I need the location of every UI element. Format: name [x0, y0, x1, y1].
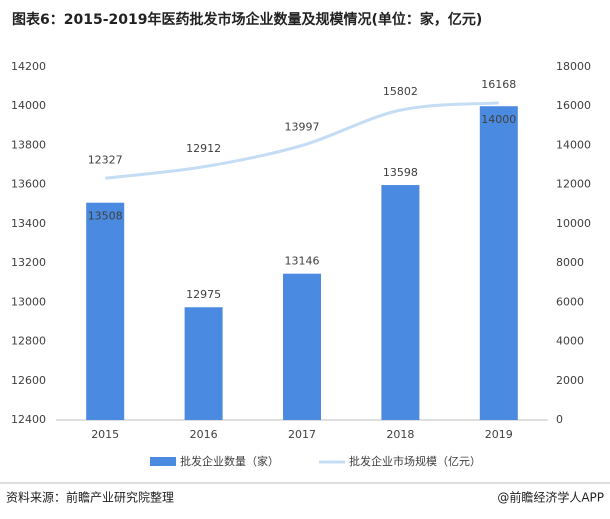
legend-label: 批发企业市场规模（亿元） [349, 454, 481, 468]
line [105, 101, 499, 180]
y-tick-label: 13800 [11, 138, 46, 151]
bar-value-label: 13146 [285, 255, 320, 268]
y2-tick-label: 2000 [556, 374, 584, 387]
bar [381, 185, 420, 420]
bar-value-label: 14000 [481, 113, 516, 126]
bar [184, 307, 223, 420]
x-tick-label: 2016 [190, 428, 218, 441]
bar [479, 106, 518, 420]
bar-value-label: 12975 [186, 288, 221, 301]
y-tick-label: 12600 [11, 374, 46, 387]
bar-value-label: 13598 [383, 166, 418, 179]
y2-tick-label: 6000 [556, 295, 584, 308]
y-tick-label: 12400 [11, 413, 46, 426]
legend-label: 批发企业数量（家） [180, 454, 279, 468]
x-tick-label: 2017 [288, 428, 316, 441]
y2-tick-label: 16000 [556, 99, 591, 112]
line-value-label: 12327 [88, 153, 123, 166]
y2-tick-label: 8000 [556, 256, 584, 269]
brand: @前瞻经济学人APP [497, 490, 604, 505]
line-value-label: 13997 [285, 121, 320, 134]
line-value-label: 16168 [481, 78, 516, 91]
bar [86, 202, 125, 420]
y-tick-label: 13000 [11, 295, 46, 308]
legend-swatch [150, 457, 176, 466]
y-tick-label: 13600 [11, 178, 46, 191]
chart-title: 图表6：2015-2019年医药批发市场企业数量及规模情况(单位：家，亿元) [12, 11, 482, 28]
x-tick-label: 2015 [91, 428, 119, 441]
y-tick-label: 14200 [11, 60, 46, 73]
y-tick-label: 13200 [11, 256, 46, 269]
line-value-label: 15802 [383, 85, 418, 98]
y2-tick-label: 4000 [556, 335, 584, 348]
y2-tick-label: 10000 [556, 217, 591, 230]
x-tick-label: 2019 [485, 428, 513, 441]
line-value-label: 12912 [186, 142, 221, 155]
source: 资料来源：前瞻产业研究院整理 [6, 490, 174, 505]
bar-value-label: 13508 [88, 210, 123, 223]
y2-tick-label: 18000 [556, 60, 591, 73]
y-tick-label: 13400 [11, 217, 46, 230]
x-tick-label: 2018 [386, 428, 414, 441]
y2-tick-label: 0 [556, 413, 563, 426]
bar [283, 273, 321, 420]
y-tick-label: 14000 [11, 99, 46, 112]
y2-tick-label: 12000 [556, 178, 591, 191]
y2-tick-label: 14000 [556, 138, 591, 151]
y-tick-label: 12800 [11, 335, 46, 348]
